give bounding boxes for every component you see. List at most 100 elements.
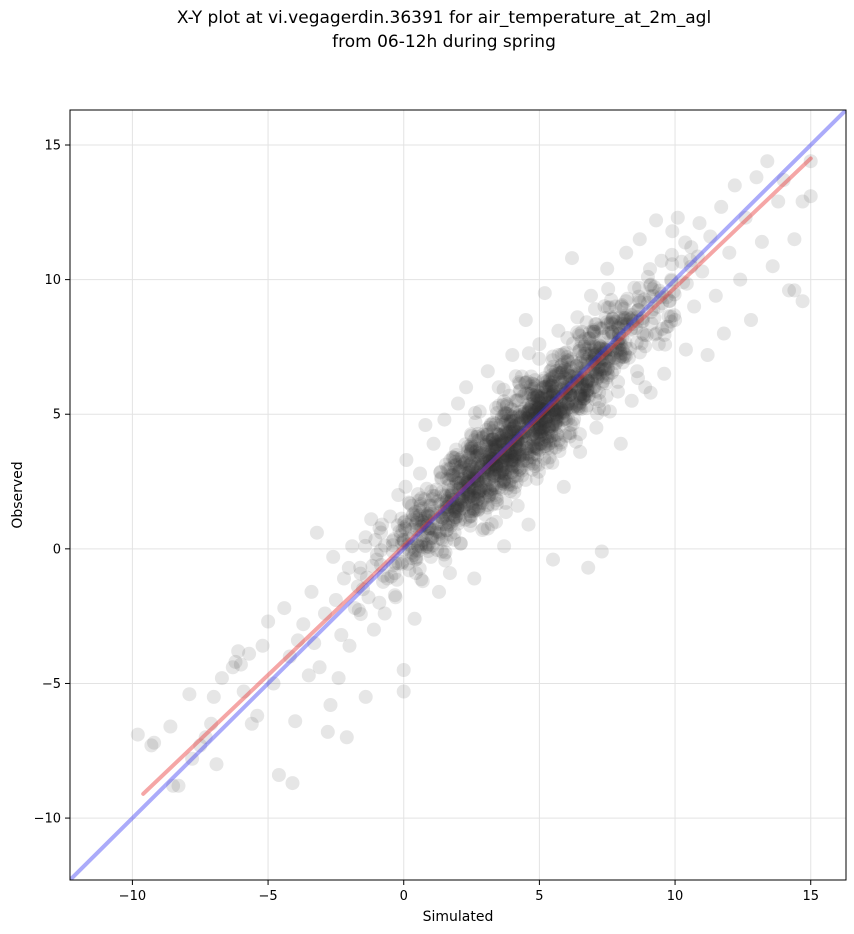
scatter-point <box>545 417 560 432</box>
scatter-point <box>664 273 679 288</box>
scatter-point <box>507 453 522 468</box>
scatter-point <box>572 401 587 415</box>
scatter-point <box>524 379 539 394</box>
scatter-point <box>611 320 626 335</box>
scatter-point <box>486 451 500 466</box>
scatter-point <box>424 521 439 536</box>
scatter-point <box>551 433 566 448</box>
scatter-point <box>518 424 533 439</box>
scatter-point <box>452 481 466 496</box>
scatter-point <box>646 302 661 317</box>
scatter-point <box>501 438 516 453</box>
scatter-point <box>492 427 507 442</box>
scatter-point <box>559 402 574 417</box>
scatter-point <box>614 316 629 331</box>
scatter-point <box>537 385 552 399</box>
scatter-point <box>510 409 525 424</box>
scatter-point <box>214 671 229 686</box>
scatter-point <box>524 397 539 412</box>
scatter-point <box>575 349 590 363</box>
scatter-point <box>654 253 669 268</box>
scatter-point <box>599 376 614 391</box>
scatter-point <box>477 459 492 474</box>
scatter-point <box>460 475 475 490</box>
scatter-point <box>554 401 569 416</box>
scatter-point <box>625 317 640 332</box>
scatter-point <box>413 466 427 481</box>
scatter-point <box>411 543 426 558</box>
scatter-point <box>406 508 420 523</box>
scatter-point <box>494 464 509 479</box>
scatter-point <box>588 317 603 332</box>
scatter-point <box>540 399 555 414</box>
scatter-point <box>525 438 539 453</box>
scatter-point <box>553 435 568 450</box>
scatter-point <box>489 490 504 505</box>
scatter-point <box>530 410 545 425</box>
scatter-point <box>445 514 460 529</box>
scatter-point <box>591 360 605 375</box>
scatter-point <box>519 441 534 456</box>
scatter-point <box>560 350 575 364</box>
scatter-point <box>193 738 208 753</box>
scatter-point <box>391 488 406 502</box>
scatter-point <box>573 391 588 406</box>
scatter-point <box>440 471 455 486</box>
scatter-point <box>411 487 425 502</box>
scatter-point <box>649 326 664 341</box>
scatter-point <box>541 420 556 434</box>
scatter-point <box>504 458 519 473</box>
scatter-point <box>537 451 552 466</box>
scatter-point <box>497 417 512 432</box>
scatter-point <box>554 365 569 380</box>
scatter-point <box>596 341 610 356</box>
scatter-point <box>285 776 300 791</box>
scatter-point <box>447 471 462 486</box>
scatter-point <box>530 422 545 437</box>
scatter-point <box>552 403 567 417</box>
scatter-point <box>499 448 514 463</box>
scatter-point <box>499 406 514 421</box>
scatter-point <box>361 590 376 605</box>
scatter-point <box>467 433 482 448</box>
scatter-point <box>529 430 544 444</box>
scatter-point <box>505 465 520 480</box>
scatter-point <box>528 378 543 393</box>
scatter-point <box>540 388 554 403</box>
scatter-point <box>476 495 491 510</box>
scatter-point <box>529 471 544 486</box>
scatter-point <box>563 426 578 440</box>
scatter-point <box>574 386 589 401</box>
scatter-point <box>605 312 620 327</box>
scatter-point <box>640 269 655 284</box>
scatter-point <box>396 684 411 699</box>
scatter-point <box>556 406 571 421</box>
scatter-point <box>359 570 374 585</box>
scatter-point <box>496 382 511 397</box>
scatter-point <box>460 462 475 477</box>
scatter-point <box>561 397 575 412</box>
scatter-point <box>384 569 399 584</box>
scatter-point <box>611 374 626 389</box>
scatter-point <box>570 374 585 389</box>
scatter-point <box>468 503 483 518</box>
scatter-point <box>521 517 536 532</box>
scatter-point <box>470 465 484 480</box>
scatter-point <box>538 414 553 429</box>
scatter-point <box>461 444 475 459</box>
scatter-point <box>487 454 502 469</box>
scatter-point <box>467 487 482 502</box>
scatter-point <box>484 517 499 532</box>
scatter-point <box>553 437 568 452</box>
scatter-point <box>602 350 617 365</box>
y-axis-label: Observed <box>10 461 26 528</box>
scatter-point <box>507 419 522 434</box>
scatter-point <box>520 406 535 421</box>
scatter-point <box>496 434 510 449</box>
scatter-point <box>664 247 679 262</box>
scatter-point <box>471 426 485 441</box>
scatter-point <box>225 660 240 675</box>
scatter-point <box>647 311 662 325</box>
scatter-point <box>585 354 600 369</box>
scatter-point <box>522 400 537 415</box>
